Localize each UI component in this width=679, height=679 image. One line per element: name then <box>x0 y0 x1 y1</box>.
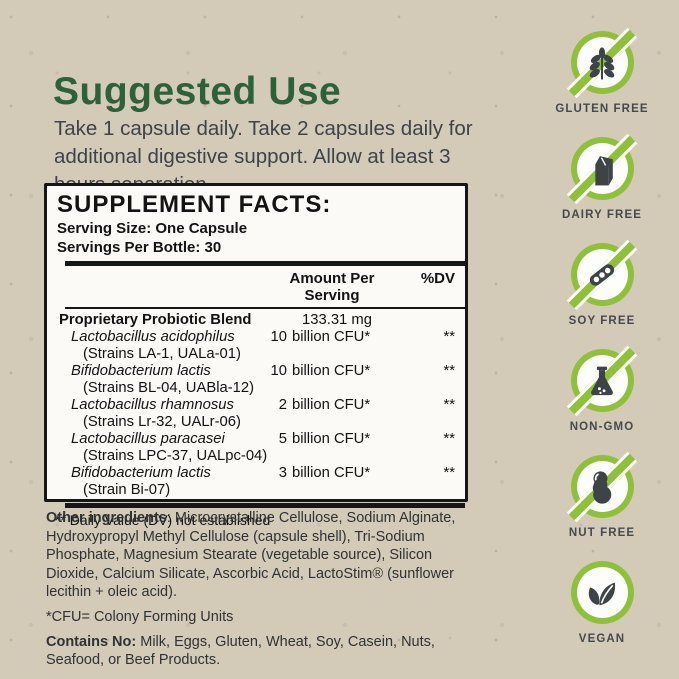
row-name: Lactobacillus rhamnosus <box>71 397 234 413</box>
badge-label: DAIRY FREE <box>561 209 642 221</box>
column-header-dv: %DV <box>420 270 455 287</box>
table-header-row: Amount Per Serving %DV <box>57 266 457 307</box>
badge-soy-free: SOY FREE <box>549 239 655 349</box>
badge-circle <box>566 239 638 310</box>
badge-column: GLUTEN FREE DAIRY FREE <box>549 27 655 667</box>
table-row: Lactobacillus paracasei 5 billion CFU* ** <box>57 431 457 448</box>
supplement-facts-panel: SUPPLEMENT FACTS: Serving Size: One Caps… <box>44 183 468 528</box>
badge-label: GLUTEN FREE <box>555 103 649 115</box>
badge-label: NUT FREE <box>568 527 636 539</box>
row-amount-number: 10 <box>270 329 287 345</box>
row-dv: ** <box>443 397 455 413</box>
row-amount: 10 billion CFU* <box>261 329 413 346</box>
row-dv: ** <box>443 363 455 379</box>
column-header-spacer <box>57 270 261 304</box>
row-amount: 2 billion CFU* <box>261 397 413 414</box>
row-amount-number: 2 <box>278 397 287 413</box>
row-strain: (Strain Bi-07) <box>83 482 171 498</box>
row-amount-number: 3 <box>278 465 287 481</box>
table-row: Bifidobacterium lactis 3 billion CFU* ** <box>57 465 457 482</box>
row-strain: (Strains LPC-37, UALpc-04) <box>83 448 268 464</box>
badge-circle <box>570 561 634 624</box>
contains-no-text: Milk, Eggs, Gluten, Wheat, Soy, Casein, … <box>46 633 435 669</box>
divider-thick <box>65 261 465 266</box>
row-dv: ** <box>443 465 455 481</box>
serving-size: Serving Size: One Capsule <box>57 220 248 237</box>
other-ingredients: Other ingredients: Microcrystalline Cell… <box>46 509 474 602</box>
badge-circle <box>566 345 638 416</box>
badge-label: SOY FREE <box>568 315 636 327</box>
details-text: Other ingredients: Microcrystalline Cell… <box>46 509 474 670</box>
row-strain: (Strains Lr-32, UALr-06) <box>83 414 241 430</box>
other-ingredients-label: Other ingredients <box>46 510 167 526</box>
table-row-blend: Proprietary Probiotic Blend 133.31 mg <box>57 312 457 329</box>
wheat-icon <box>584 44 621 81</box>
row-name: Lactobacillus acidophilus <box>71 329 235 345</box>
row-amount-number: 5 <box>278 431 287 447</box>
row-strain: (Strains BL-04, UABla-12) <box>83 380 255 396</box>
table-row: Lactobacillus acidophilus 10 billion CFU*… <box>57 329 457 346</box>
row-name: Proprietary Probiotic Blend <box>59 312 252 328</box>
divider-thin <box>65 307 465 309</box>
row-dv <box>413 312 457 329</box>
flask-icon <box>584 362 621 399</box>
contains-no: Contains No: Milk, Eggs, Gluten, Wheat, … <box>46 633 474 670</box>
row-amount-unit: billion CFU* <box>292 329 371 345</box>
row-name: Lactobacillus paracasei <box>71 431 225 447</box>
badge-label: VEGAN <box>578 633 626 645</box>
table-row: Bifidobacterium lactis 10 billion CFU* ** <box>57 363 457 380</box>
row-amount: 3 billion CFU* <box>261 465 413 482</box>
other-ingredients-text: : Microcrystalline Cellulose, Sodium Alg… <box>46 510 456 601</box>
badge-circle <box>566 133 638 204</box>
row-name: Bifidobacterium lactis <box>71 363 211 379</box>
soybean-icon <box>584 256 621 293</box>
dv-footnote: ** Daily Value (DV) not established <box>55 512 271 528</box>
table-row: Lactobacillus rhamnosus 2 billion CFU* ** <box>57 397 457 414</box>
peanut-icon <box>584 468 621 505</box>
badge-label: NON-GMO <box>569 421 635 433</box>
supplement-facts-title: SUPPLEMENT FACTS: <box>57 191 332 218</box>
row-amount: 10 billion CFU* <box>261 363 413 380</box>
servings-per-bottle: Servings Per Bottle: 30 <box>57 239 222 256</box>
contains-no-label: Contains No: <box>46 633 137 650</box>
row-amount-unit: billion CFU* <box>292 431 371 447</box>
cfu-note: *CFU= Colony Forming Units <box>46 608 234 625</box>
row-name: Bifidobacterium lactis <box>71 465 211 481</box>
row-amount-unit: billion CFU* <box>292 465 371 481</box>
badge-non-gmo: NON-GMO <box>549 345 655 455</box>
row-amount-unit: billion CFU* <box>292 397 371 413</box>
row-dv: ** <box>443 329 455 345</box>
row-amount-number: 10 <box>270 363 287 379</box>
badge-gluten-free: GLUTEN FREE <box>549 27 655 137</box>
column-header-amount: Amount Per Serving <box>289 270 375 304</box>
row-amount: 5 billion CFU* <box>261 431 413 448</box>
page-title: Suggested Use <box>53 70 342 114</box>
badge-nut-free: NUT FREE <box>549 451 655 561</box>
badge-circle <box>566 451 638 522</box>
milk-carton-icon <box>584 150 621 187</box>
row-strain: (Strains LA-1, UALa-01) <box>83 346 241 362</box>
badge-vegan: VEGAN <box>549 561 655 667</box>
divider-thick <box>65 503 465 508</box>
row-dv: ** <box>443 431 455 447</box>
row-amount: 133.31 mg <box>302 312 372 328</box>
leaves-icon <box>584 574 621 611</box>
badge-circle <box>566 27 638 98</box>
row-amount-unit: billion CFU* <box>292 363 371 379</box>
badge-dairy-free: DAIRY FREE <box>549 133 655 243</box>
